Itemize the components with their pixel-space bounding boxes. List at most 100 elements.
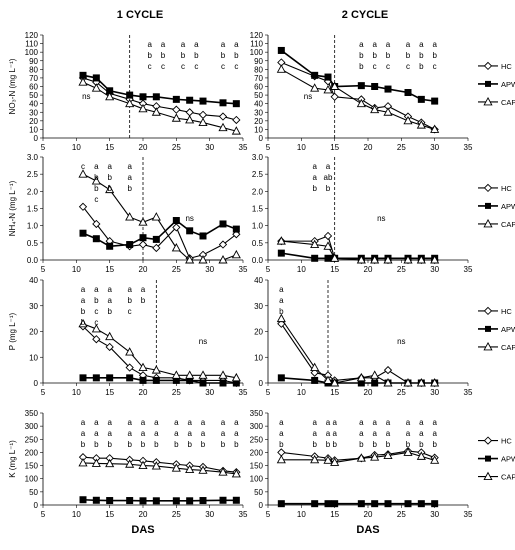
significance-letter: b xyxy=(181,51,186,60)
series-line-HC xyxy=(82,206,237,259)
significance-letter: a xyxy=(94,429,99,438)
significance-letter: a xyxy=(141,418,146,427)
significance-letter: a xyxy=(406,418,411,427)
y-tick-label: 90 xyxy=(254,57,263,66)
significance-letter: a xyxy=(359,429,364,438)
significance-letter: a xyxy=(187,418,192,427)
significance-letter: b xyxy=(359,51,364,60)
y-tick-label: 0 xyxy=(259,134,264,143)
y-tick-label: 40 xyxy=(29,276,38,285)
x-tick-label: 15 xyxy=(330,143,339,152)
x-tick-label: 20 xyxy=(139,265,148,274)
point-APW xyxy=(277,46,285,54)
significance-letter: a xyxy=(406,429,411,438)
y-tick-label: 20 xyxy=(254,117,263,126)
significance-letter: a xyxy=(332,418,337,427)
point-APW xyxy=(126,241,134,249)
point-CAPW xyxy=(105,458,115,468)
significance-letter: a xyxy=(432,418,437,427)
point-APW xyxy=(199,497,207,505)
x-tick-label: 25 xyxy=(172,265,181,274)
y-tick-label: 20 xyxy=(29,117,38,126)
point-CAPW xyxy=(310,83,320,92)
significance-letter: a xyxy=(127,429,132,438)
series-line-CAPW xyxy=(281,68,435,130)
significance-letter: a xyxy=(312,162,317,171)
point-APW xyxy=(232,225,240,233)
point-APW xyxy=(371,379,379,387)
significance-letter: b xyxy=(94,184,99,193)
point-CAPW xyxy=(356,453,366,462)
significance-letter: b xyxy=(326,440,331,449)
y-tick-label: 120 xyxy=(250,31,264,40)
point-CAPW xyxy=(185,255,195,264)
y-tick-label: 100 xyxy=(250,48,264,57)
significance-letter: c xyxy=(433,62,437,71)
significance-letter: a xyxy=(94,285,99,294)
x-tick-label: 10 xyxy=(72,265,81,274)
point-CAPW xyxy=(78,77,88,86)
significance-letter: a xyxy=(326,162,331,171)
x-tick-label: 20 xyxy=(364,265,373,274)
significance-letter: b xyxy=(107,307,112,316)
x-tick-label: 30 xyxy=(205,265,214,274)
significance-letter: c xyxy=(234,62,238,71)
point-CAPW xyxy=(356,372,366,382)
significance-letter: a xyxy=(174,418,179,427)
significance-letter: b xyxy=(234,51,239,60)
x-tick-label: 5 xyxy=(41,265,46,274)
point-APW xyxy=(311,500,319,508)
significance-letter: b xyxy=(81,318,86,327)
significance-letter: c xyxy=(406,62,410,71)
y-tick-label: 150 xyxy=(250,462,264,471)
x-axis-label: DAS xyxy=(356,524,379,536)
series-line-HC xyxy=(281,450,435,461)
y-tick-label: 200 xyxy=(25,448,39,457)
y-tick-label: 0 xyxy=(34,134,39,143)
point-CAPW xyxy=(171,243,181,252)
point-APW xyxy=(219,379,227,387)
significance-letter: c xyxy=(373,62,377,71)
legend-label-APW: APW xyxy=(501,325,515,334)
point-CAPW xyxy=(171,463,181,472)
significance-letter: b xyxy=(107,173,112,182)
x-tick-label: 35 xyxy=(464,265,473,274)
point-CAPW xyxy=(231,249,241,259)
point-APW xyxy=(186,96,194,104)
point-HC xyxy=(138,240,148,249)
y-tick-label: 90 xyxy=(29,57,38,66)
point-CAPW xyxy=(430,378,440,387)
ns-annotation: ns xyxy=(377,214,385,223)
x-tick-label: 35 xyxy=(464,510,473,519)
panel-NH4-N-1: 0.00.51.01.52.02.53.05 10 15 20 25 30 35aabaab… xyxy=(252,153,515,274)
point-CAPW xyxy=(276,236,286,245)
y-tick-label: 100 xyxy=(25,475,39,484)
y-tick-label: 0.0 xyxy=(252,256,264,265)
y-tick-label: 110 xyxy=(250,40,263,49)
point-CAPW xyxy=(218,370,228,379)
point-HC xyxy=(232,115,241,125)
legend-marker-CAPW xyxy=(483,341,493,351)
significance-letter: a xyxy=(432,40,437,49)
significance-letter: a xyxy=(127,173,132,182)
point-APW xyxy=(371,500,379,508)
x-tick-label: 15 xyxy=(330,265,339,274)
point-APW xyxy=(79,374,87,382)
y-axis-label: P (mg L⁻¹) xyxy=(8,312,17,350)
x-tick-label: 35 xyxy=(464,388,473,397)
point-APW xyxy=(106,497,114,505)
y-tick-label: 10 xyxy=(29,125,38,134)
point-CAPW xyxy=(78,318,88,328)
point-HC xyxy=(172,223,181,232)
significance-letter: a xyxy=(432,429,437,438)
point-CAPW xyxy=(198,465,208,474)
point-CAPW xyxy=(231,126,241,135)
y-tick-label: 100 xyxy=(250,475,264,484)
x-tick-label: 30 xyxy=(430,388,439,397)
significance-letter: b xyxy=(187,440,192,449)
significance-letter: b xyxy=(154,440,159,449)
significance-letter: b xyxy=(406,440,411,449)
significance-letter: a xyxy=(94,418,99,427)
panel-P-1: 0102030405101520253035aabnsHCAPWCAPW xyxy=(254,276,515,397)
